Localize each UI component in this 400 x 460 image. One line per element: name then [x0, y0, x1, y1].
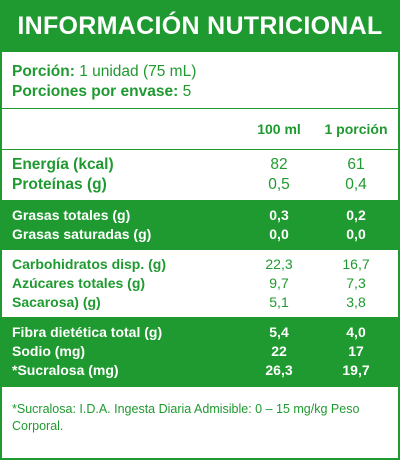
servings-per-container-label: Porciones por envase: [12, 83, 179, 100]
value-per-portion: 4,0 [346, 324, 366, 340]
nutrient-block-white: Energía (kcal) 82 61 Proteínas (g) 0,5 0,4 [2, 150, 398, 200]
value-per-portion: 7,3 [346, 275, 366, 291]
nutrient-row: Carbohidratos disp. (g) 22,3 16,7 [12, 255, 398, 274]
servings-per-container-value: 5 [182, 83, 192, 100]
value-per-portion: 19,7 [342, 362, 370, 378]
value-per-portion: 61 [347, 156, 365, 173]
value-per-portion: 0,4 [345, 176, 367, 193]
nutrition-title: INFORMACIÓN NUTRICIONAL [2, 0, 398, 52]
nutrient-block-green: Grasas totales (g) 0,3 0,2 Grasas saturadas… [2, 200, 398, 250]
nutrient-row: Proteínas (g) 0,5 0,4 [12, 175, 398, 195]
nutrient-row: *Sucralosa (mg) 26,3 19,7 [12, 361, 398, 380]
nutrient-name: Grasas totales (g) [12, 207, 131, 223]
nutrient-name: *Sucralosa (mg) [12, 362, 119, 378]
value-per-100ml: 9,7 [269, 275, 289, 291]
serving-info: Porción: 1 unidad (75 mL) Porciones por … [2, 52, 398, 108]
servings-per-container-line: Porciones por envase: 5 [12, 82, 388, 102]
divider [2, 386, 398, 387]
value-per-100ml: 0,0 [269, 226, 289, 242]
value-per-portion: 0,2 [346, 207, 366, 223]
nutrient-name: Grasas saturadas (g) [12, 226, 152, 242]
nutrient-name: Energía (kcal) [12, 156, 114, 173]
nutrient-row: Energía (kcal) 82 61 [12, 155, 398, 175]
value-per-portion: 17 [348, 343, 364, 359]
nutrient-block-green: Fibra dietética total (g) 5,4 4,0 Sodio (mg… [2, 317, 398, 386]
value-per-100ml: 26,3 [265, 362, 293, 378]
divider [2, 149, 398, 150]
column-header-100ml: 100 ml [257, 121, 301, 137]
footnote: *Sucralosa: I.D.A. Ingesta Diaria Admisi… [12, 402, 360, 433]
value-per-portion: 3,8 [346, 294, 366, 310]
nutrient-row: Sacarosa) (g) 5,1 3,8 [12, 293, 398, 312]
value-per-portion: 16,7 [342, 256, 370, 272]
value-per-portion: 0,0 [346, 226, 366, 242]
nutrient-name: Proteínas (g) [12, 176, 107, 193]
portion-label: Porción: [12, 63, 75, 80]
divider [2, 108, 398, 109]
value-per-100ml: 5,1 [269, 294, 289, 310]
value-per-100ml: 5,4 [269, 324, 289, 340]
value-per-100ml: 82 [270, 156, 288, 173]
nutrient-row: Grasas saturadas (g) 0,0 0,0 [12, 225, 398, 244]
value-per-100ml: 0,5 [268, 176, 290, 193]
nutrient-name: Fibra dietética total (g) [12, 324, 163, 340]
column-headers: 100 ml 1 porción [2, 109, 398, 149]
nutrient-name: Sodio (mg) [12, 343, 86, 359]
value-per-100ml: 22,3 [265, 256, 293, 272]
portion-value: 1 unidad (75 mL) [79, 63, 197, 80]
nutrient-block-white: Carbohidratos disp. (g) 22,3 16,7 Azúcares … [2, 250, 398, 317]
nutrient-blocks: Energía (kcal) 82 61 Proteínas (g) 0,5 0,4 Gra… [2, 150, 398, 386]
nutrient-name: Carbohidratos disp. (g) [12, 256, 166, 272]
column-header-portion: 1 porción [324, 121, 388, 137]
nutrient-row: Sodio (mg) 22 17 [12, 342, 398, 361]
value-per-100ml: 22 [271, 343, 287, 359]
nutrient-row: Azúcares totales (g) 9,7 7,3 [12, 274, 398, 293]
nutrient-name: Sacarosa) (g) [12, 294, 101, 310]
nutrient-row: Grasas totales (g) 0,3 0,2 [12, 206, 398, 225]
nutrient-row: Fibra dietética total (g) 5,4 4,0 [12, 323, 398, 342]
value-per-100ml: 0,3 [269, 207, 289, 223]
portion-line: Porción: 1 unidad (75 mL) [12, 62, 388, 82]
nutrient-name: Azúcares totales (g) [12, 275, 146, 291]
